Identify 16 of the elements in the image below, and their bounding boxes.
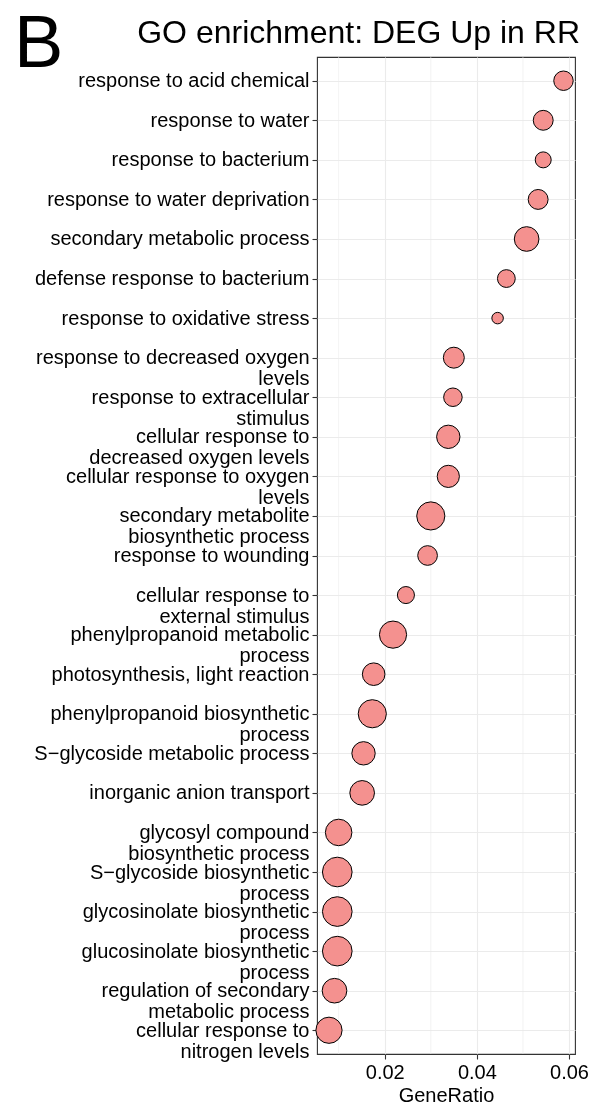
y-tick-label: defense response to bacterium [34,267,310,290]
text: B [14,0,64,83]
y-tick-label: response to acid chemical [78,69,310,92]
x-tick-label: 0.04 [457,1060,497,1083]
y-tick-label: phenylpropanoid biosynthetic process [50,702,310,746]
y-tick-label: response to oxidative stress [61,306,310,329]
y-tick-label: response to bacterium [111,148,310,171]
y-tick-label: inorganic anion transport [89,781,310,804]
x-axis-title: GeneRatio [398,1083,495,1105]
chart-title: GO enrichment: DEG Up in RR [137,14,580,50]
x-tick-label: 0.02 [365,1060,405,1083]
x-tick-label: 0.06 [550,1060,589,1083]
y-tick-label: secondary metabolic process [50,227,310,250]
y-tick-label: response to water [150,108,310,131]
y-tick-label: response to water deprivation [47,187,310,210]
y-tick-label: glycosyl compound biosynthetic process [128,820,310,864]
